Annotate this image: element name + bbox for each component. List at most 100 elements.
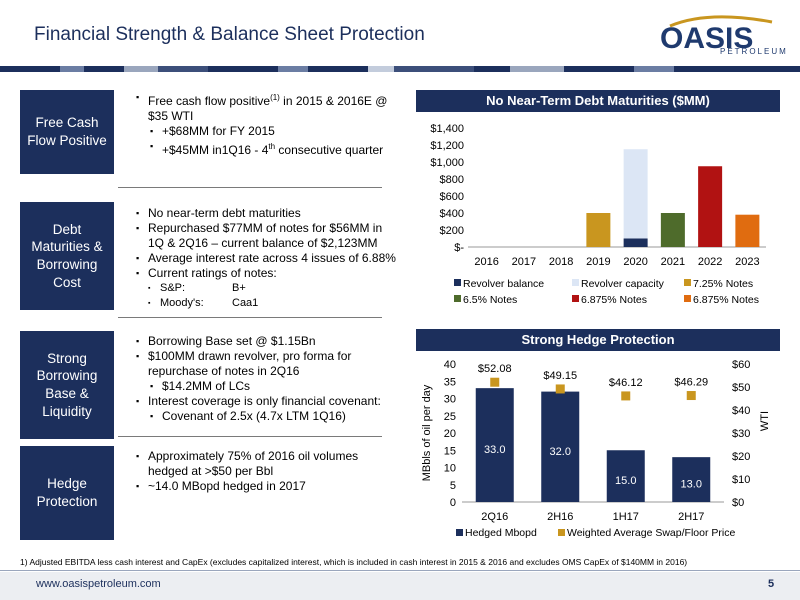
legend-swatch	[454, 279, 461, 286]
y-axis-label: MBbls of oil per day	[421, 384, 433, 481]
x-tick-label: 2017	[512, 256, 536, 268]
y-tick-label: 35	[444, 376, 456, 388]
footnote: 1) Adjusted EBITDA less cash interest an…	[20, 557, 688, 567]
logo-subtitle: PETROLEUM	[720, 47, 788, 56]
x-tick-label: 2H16	[547, 511, 573, 523]
y-tick-label: $1,000	[430, 157, 464, 169]
bar	[541, 391, 580, 502]
bar	[698, 166, 723, 247]
price-data-label: $52.08	[478, 363, 512, 375]
y2-tick-label: $10	[732, 474, 750, 486]
y-tick-label: 20	[444, 428, 456, 440]
x-tick-label: 2021	[661, 256, 685, 268]
bar	[606, 450, 645, 502]
bullet: Borrowing Base set @ $1.15Bn	[136, 334, 398, 349]
page-number: 5	[768, 578, 775, 590]
y-tick-label: $800	[440, 174, 464, 186]
bullet: Covenant of 2.5x (4.7x LTM 1Q16)	[136, 409, 398, 424]
y-tick-label: $400	[440, 208, 464, 220]
legend-label: Revolver capacity	[581, 278, 665, 290]
legend-label: Hedged Mbopd	[465, 527, 537, 539]
bullet: S&P:B+	[136, 281, 398, 296]
section-label-borrowing-base: Strong Borrowing Base & Liquidity	[20, 331, 114, 439]
hedge-chart-title: Strong Hedge Protection	[416, 329, 780, 351]
bullet: No near-term debt maturities	[136, 206, 398, 221]
y-tick-label: $600	[440, 191, 464, 203]
legend-label: 7.25% Notes	[693, 278, 753, 290]
x-tick-label: 2022	[698, 256, 722, 268]
y2-tick-label: $0	[732, 497, 744, 509]
x-tick-label: 2016	[474, 256, 498, 268]
legend-swatch	[572, 295, 579, 302]
section-label-free-cash-flow: Free Cash Flow Positive	[20, 90, 114, 174]
bullets-borrowing-base: Borrowing Base set @ $1.15Bn $100MM draw…	[136, 334, 398, 424]
footer-divider	[0, 570, 800, 571]
x-tick-label: 2Q16	[481, 511, 508, 523]
y-tick-label: 15	[444, 445, 456, 457]
bullet: +$45MM in1Q16 - 4th consecutive quarter	[136, 139, 396, 158]
legend-swatch	[684, 279, 691, 286]
bar	[586, 213, 611, 247]
bar-data-label: 15.0	[615, 475, 636, 487]
y2-tick-label: $60	[732, 359, 750, 371]
bullet: Interest coverage is only financial cove…	[136, 394, 398, 409]
legend-swatch	[454, 295, 461, 302]
bar-data-label: 33.0	[484, 444, 505, 456]
footer-bar	[0, 572, 800, 600]
x-tick-label: 2020	[623, 256, 647, 268]
y-tick-label: 30	[444, 394, 456, 406]
legend-swatch	[572, 279, 579, 286]
section-divider	[118, 436, 382, 437]
y2-tick-label: $20	[732, 451, 750, 463]
website-link[interactable]: www.oasispetroleum.com	[36, 578, 161, 590]
legend-label: 6.875% Notes	[581, 294, 647, 306]
legend-label: Weighted Average Swap/Floor Price	[567, 527, 735, 539]
section-label-debt-maturities: Debt Maturities & Borrowing Cost	[20, 202, 114, 310]
y-tick-label: $200	[440, 225, 464, 237]
legend-swatch	[558, 529, 565, 536]
y-tick-label: $1,400	[430, 123, 464, 135]
bar	[623, 149, 648, 239]
legend-label: 6.875% Notes	[693, 294, 759, 306]
logo-arc-icon	[669, 15, 773, 28]
x-tick-label: 2019	[586, 256, 610, 268]
legend-label: Revolver balance	[463, 278, 544, 290]
bullet: +$68MM for FY 2015	[136, 124, 396, 139]
y-tick-label: 5	[450, 480, 456, 492]
bullet: Free cash flow positive(1) in 2015 & 201…	[136, 90, 396, 124]
bullets-debt-maturities: No near-term debt maturities Repurchased…	[136, 206, 398, 311]
bar	[660, 213, 685, 247]
bar	[475, 388, 514, 502]
bullet: Average interest rate across 4 issues of…	[136, 251, 398, 266]
y2-axis-label: WTI	[759, 411, 771, 431]
bullets-free-cash-flow: Free cash flow positive(1) in 2015 & 201…	[136, 90, 396, 158]
price-marker	[621, 391, 631, 401]
legend-label: 6.5% Notes	[463, 294, 517, 306]
section-label-hedge-protection: Hedge Protection	[20, 446, 114, 540]
header-stripe	[0, 66, 800, 72]
bullet: Moody's:Caa1	[136, 296, 398, 311]
price-data-label: $46.12	[609, 377, 643, 389]
y-tick-label: 10	[444, 463, 456, 475]
bar-data-label: 32.0	[550, 446, 571, 458]
bullets-hedge-protection: Approximately 75% of 2016 oil volumes he…	[136, 449, 398, 494]
page-title: Financial Strength & Balance Sheet Prote…	[34, 24, 425, 45]
x-tick-label: 1H17	[613, 511, 639, 523]
bullet: $100MM drawn revolver, pro forma for rep…	[136, 349, 398, 379]
debt-maturities-chart: $- $200 $400 $600 $800 $1,000 $1,200 $1,400 2016…	[430, 123, 766, 306]
y2-tick-label: $50	[732, 382, 750, 394]
y-tick-label: 25	[444, 411, 456, 423]
section-divider	[118, 317, 382, 318]
y2-tick-label: $30	[732, 428, 750, 440]
y-tick-label: 40	[444, 359, 456, 371]
legend-swatch	[684, 295, 691, 302]
y-tick-label: $-	[454, 242, 464, 254]
y2-tick-label: $40	[732, 405, 750, 417]
price-marker	[555, 384, 565, 394]
bar	[623, 238, 648, 247]
price-data-label: $46.29	[674, 377, 708, 389]
debt-chart-title: No Near-Term Debt Maturities ($MM)	[416, 90, 780, 112]
bar-data-label: 13.0	[681, 479, 702, 491]
legend-swatch	[456, 529, 463, 536]
bullet: Repurchased $77MM of notes for $56MM in …	[136, 221, 398, 251]
